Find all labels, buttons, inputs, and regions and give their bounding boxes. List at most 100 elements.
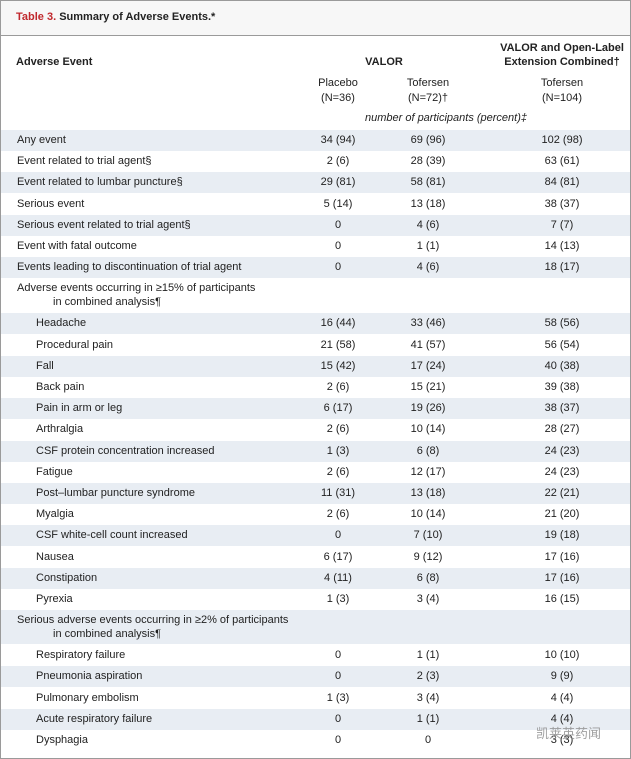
section-heading: in combined analysis¶: [53, 628, 162, 641]
section-heading: in combined analysis¶: [53, 296, 162, 309]
cell: 10 (14): [410, 423, 446, 436]
cell: 10 (14): [410, 508, 446, 521]
table-row: Event related to lumbar puncture§ 29 (81)…: [1, 172, 630, 194]
cell: 6 (17): [323, 550, 353, 563]
table-row: Pneumonia aspiration 0 2 (3) 9 (9): [1, 666, 630, 688]
table-row: Serious event 5 (14) 13 (18) 38 (37): [1, 193, 630, 215]
table-row: Nausea 6 (17) 9 (12) 17 (16): [1, 546, 630, 568]
cell: 1 (3): [326, 444, 350, 457]
col-header: (N=72)†: [407, 92, 449, 104]
cell: 7 (7): [550, 218, 574, 231]
col-header: Tofersen: [406, 77, 450, 89]
cell: 28 (39): [410, 155, 446, 168]
table-row: Headache 16 (44) 33 (46) 58 (56): [1, 313, 630, 335]
watermark: 凯莱英药闻: [536, 726, 602, 741]
cell: 58 (56): [544, 317, 580, 330]
cell: 10 (10): [544, 649, 580, 662]
table-row: CSF protein concentration increased 1 (3)…: [1, 440, 630, 462]
cell: 38 (37): [544, 197, 580, 210]
table-row: Events leading to discontinuation of tri…: [1, 257, 630, 279]
cell: 0: [334, 529, 342, 542]
row-label: Acute respiratory failure: [36, 712, 153, 725]
cell: 13 (18): [410, 487, 446, 499]
cell: 6 (8): [416, 571, 440, 584]
cell: 63 (61): [544, 155, 580, 168]
table-row: Arthralgia 2 (6) 10 (14) 28 (27): [1, 419, 630, 441]
cell: 19 (18): [544, 529, 580, 542]
table-row: Constipation 4 (11) 6 (8) 17 (16): [1, 567, 630, 589]
row-label: Myalgia: [36, 508, 74, 521]
row-label: Serious event related to trial agent§: [17, 218, 191, 231]
cell: 33 (46): [410, 317, 446, 330]
col-header: Placebo: [318, 77, 358, 89]
table-row: Procedural pain 21 (58) 41 (57) 56 (54): [1, 334, 630, 356]
cell: 16 (44): [320, 317, 356, 330]
table-row: Dysphagia 0 0 3 (3): [1, 730, 630, 751]
cell: 2 (6): [326, 423, 350, 436]
cell: 1 (1): [416, 712, 440, 725]
table-row: Pain in arm or leg 6 (17) 19 (26) 38 (37): [1, 398, 630, 420]
row-label: Pneumonia aspiration: [36, 670, 143, 683]
cell: 2 (6): [326, 381, 350, 393]
cell: 3 (4): [416, 691, 440, 704]
cell: 58 (81): [410, 176, 446, 189]
section-row: Adverse events occurring in ≥15% of part…: [1, 278, 630, 313]
cell: 15 (21): [410, 381, 446, 393]
cell: 18 (17): [544, 261, 580, 274]
row-label: CSF white-cell count increased: [36, 529, 188, 542]
table-row: Event related to trial agent§ 2 (6) 28 (39…: [1, 151, 630, 173]
cell: 17 (16): [544, 550, 580, 563]
cell: 7 (10): [413, 529, 443, 542]
cell: 28 (27): [544, 423, 580, 436]
cell: 102 (98): [541, 134, 583, 146]
title-bar: Table 3. Summary of Adverse Events.*: [1, 1, 630, 36]
table-row: Fall 15 (42) 17 (24) 40 (38): [1, 355, 630, 377]
section-heading: Serious adverse events occurring in ≥2% …: [17, 614, 289, 627]
cell: 2 (6): [326, 508, 350, 521]
table-caption: Summary of Adverse Events.*: [59, 11, 216, 23]
table-label: Table 3.: [16, 11, 57, 23]
cell: 38 (37): [544, 402, 580, 415]
col-header: Tofersen: [540, 77, 584, 89]
cell: 11 (31): [320, 487, 356, 499]
cell: 4 (11): [324, 571, 352, 584]
cell: 29 (81): [320, 176, 356, 189]
group-header: VALOR: [365, 56, 403, 68]
table-row: Post–lumbar puncture syndrome 11 (31) 13 (…: [1, 483, 630, 504]
row-label: Arthralgia: [36, 423, 84, 436]
cell: 0: [334, 218, 342, 231]
row-label: Event related to trial agent§: [17, 155, 152, 168]
cell: 0: [334, 240, 342, 252]
table-title: Table 3. Summary of Adverse Events.*: [16, 11, 215, 23]
cell: 17 (16): [544, 571, 580, 584]
cell: 0: [334, 649, 342, 662]
cell: 1 (3): [326, 593, 350, 605]
row-label: Event related to lumbar puncture§: [17, 176, 183, 189]
row-label: Pyrexia: [36, 593, 73, 605]
row-label: Event with fatal outcome: [17, 240, 137, 252]
col-header: (N=104): [541, 92, 583, 104]
section-heading: Adverse events occurring in ≥15% of part…: [17, 282, 256, 295]
cell: 3 (3): [550, 734, 574, 746]
cell: 21 (58): [320, 338, 356, 351]
cell: 0: [334, 261, 342, 274]
row-label: Procedural pain: [36, 338, 114, 351]
cell: 1 (1): [416, 649, 440, 662]
cell: 15 (42): [320, 359, 356, 372]
cell: 3 (4): [416, 593, 440, 605]
cell: 5 (14): [323, 197, 353, 210]
table-row: Respiratory failure 0 1 (1) 10 (10): [1, 645, 630, 667]
row-label: Headache: [36, 317, 87, 330]
table-row: Any event 34 (94) 69 (96) 102 (98): [1, 130, 630, 151]
table-row: Fatigue 2 (6) 12 (17) 24 (23): [1, 461, 630, 483]
cell: 16 (15): [544, 593, 580, 605]
row-label: Pulmonary embolism: [36, 691, 139, 704]
cell: 56 (54): [544, 338, 580, 351]
cell: 6 (17): [323, 402, 353, 415]
table-row: Event with fatal outcome 0 1 (1) 14 (13): [1, 236, 630, 257]
table-row: Myalgia 2 (6) 10 (14) 21 (20): [1, 504, 630, 526]
cell: 4 (6): [416, 218, 440, 231]
cell: 24 (23): [544, 444, 580, 457]
cell: 17 (24): [410, 359, 446, 372]
